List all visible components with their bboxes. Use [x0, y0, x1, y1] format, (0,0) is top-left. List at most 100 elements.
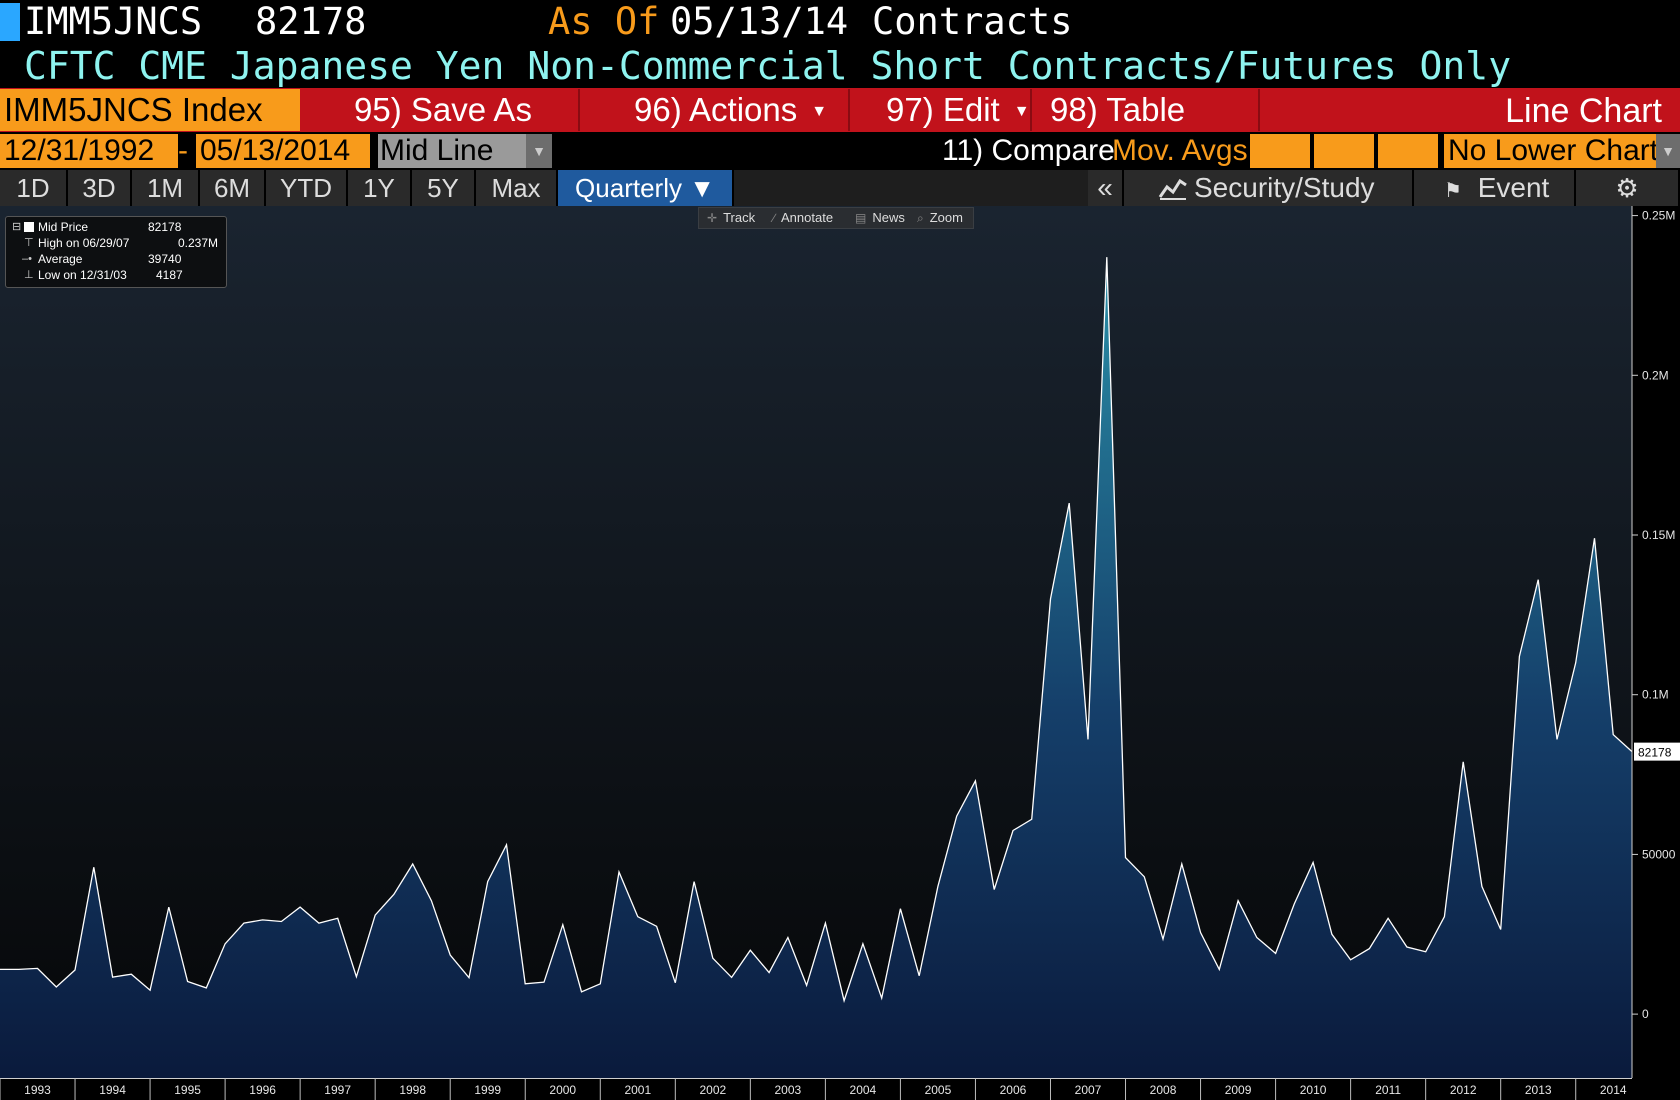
x-tick-label: 2009 [1225, 1083, 1252, 1097]
data-point [1593, 537, 1596, 540]
start-date-field[interactable]: 12/31/1992 [0, 134, 178, 168]
mov-avg-field[interactable] [1250, 134, 1310, 168]
security-study-button[interactable]: Security/Study [1124, 170, 1414, 206]
y-tick-label: 0 [1642, 1007, 1649, 1021]
data-point [411, 863, 414, 866]
period-6m[interactable]: 6M [200, 170, 266, 206]
compare-button[interactable]: 11) Compare [942, 134, 1115, 167]
legend-low-value: 4187 [156, 268, 183, 282]
chevron-down-icon: ▼ [1013, 103, 1030, 121]
cursor-block [0, 3, 20, 41]
x-tick-label: 2003 [775, 1083, 802, 1097]
data-point [1049, 597, 1052, 600]
period-3d[interactable]: 3D [68, 170, 132, 206]
data-point [224, 942, 227, 945]
save-as-button[interactable]: 95) Save As [302, 89, 580, 131]
table-button[interactable]: 98) Table [1032, 89, 1260, 131]
index-field[interactable]: IMM5JNCS Index [0, 89, 300, 131]
legend-high-label: High on 06/29/07 [38, 236, 130, 250]
as-of-label: As Of [548, 0, 660, 43]
data-point [730, 976, 733, 979]
track-tool[interactable]: ✛ Track [707, 208, 755, 228]
chart-tools: ✛ Track ∕ Annotate ▤ News ⌕ Zoom [698, 207, 974, 229]
collapse-button[interactable]: « [1088, 170, 1124, 206]
description-bar: CFTC CME Japanese Yen Non-Commercial Sho… [0, 44, 1680, 88]
period-ytd[interactable]: YTD [266, 170, 348, 206]
x-tick-label: 2010 [1300, 1083, 1327, 1097]
period-1y[interactable]: 1Y [348, 170, 412, 206]
chart-icon [1158, 178, 1187, 200]
date-separator: - [178, 134, 188, 167]
data-point [1405, 946, 1408, 949]
data-point [449, 954, 452, 957]
zoom-tool[interactable]: ⌕ Zoom [917, 208, 963, 228]
chevron-down-icon: ▼ [811, 103, 828, 121]
period-bar: 1D 3D 1M 6M YTD 1Y 5Y Max Quarterly ▼ « … [0, 170, 1680, 206]
data-point [1068, 502, 1071, 505]
last-value: 82178 [255, 0, 367, 43]
mov-avg-field[interactable] [1314, 134, 1374, 168]
data-point [1368, 947, 1371, 950]
chart-plot[interactable]: 0 50000 0.1M 0.15M 0.2M 0.25M 82178 1993 1994 19… [0, 206, 1680, 1100]
frequency-select[interactable]: Quarterly ▼ [558, 170, 734, 206]
data-point [974, 779, 977, 782]
end-date-field[interactable]: 05/13/2014 [196, 134, 370, 168]
data-point [768, 971, 771, 974]
data-point [374, 914, 377, 917]
period-1d[interactable]: 1D [0, 170, 68, 206]
data-point [1462, 760, 1465, 763]
gear-icon[interactable]: ⚙ [1576, 170, 1680, 206]
data-point [17, 968, 20, 971]
data-point [824, 922, 827, 925]
mov-avg-field[interactable] [1378, 134, 1438, 168]
period-max[interactable]: Max [476, 170, 558, 206]
function-toolbar: IMM5JNCS Index 95) Save As 96) Actions ▼ … [0, 88, 1680, 132]
x-tick-label: 1998 [399, 1083, 426, 1097]
data-point [543, 981, 546, 984]
data-point [74, 969, 77, 972]
edit-menu[interactable]: 97) Edit ▼ [850, 89, 1032, 131]
data-point [1312, 861, 1315, 864]
chevron-down-icon[interactable]: ▼ [526, 134, 552, 168]
data-point [430, 899, 433, 902]
data-point [674, 981, 677, 984]
series-swatch [24, 222, 34, 232]
data-point [186, 980, 189, 983]
data-point [561, 923, 564, 926]
line-mode-select[interactable]: Mid Line [378, 134, 526, 168]
period-5y[interactable]: 5Y [412, 170, 476, 206]
news-label: News [872, 210, 905, 225]
actions-menu[interactable]: 96) Actions ▼ [580, 89, 850, 131]
data-point [636, 915, 639, 918]
data-point [1274, 952, 1277, 955]
event-button[interactable]: ⚑ Event [1414, 170, 1576, 206]
data-point [1612, 733, 1615, 736]
data-point [1237, 899, 1240, 902]
chevron-down-icon[interactable]: ▼ [1656, 134, 1680, 168]
mov-avgs-label[interactable]: Mov. Avgs [1112, 134, 1248, 167]
magnifier-icon: ⌕ [917, 211, 924, 225]
data-point [1480, 885, 1483, 888]
x-axis-band [0, 1078, 1632, 1100]
data-point [317, 922, 320, 925]
data-point [786, 936, 789, 939]
news-tool[interactable]: ▤ News [855, 208, 905, 228]
period-1m[interactable]: 1M [132, 170, 200, 206]
data-point [355, 975, 358, 978]
data-point [861, 942, 864, 945]
data-point [936, 885, 939, 888]
data-point [1012, 829, 1015, 832]
data-point [149, 989, 152, 992]
annotate-tool[interactable]: ∕ Annotate [773, 208, 833, 228]
edit-label: 97) Edit [886, 91, 1000, 128]
event-label: Event [1477, 172, 1550, 203]
news-icon: ▤ [855, 211, 867, 225]
header-bar: IMM5JNCS 82178 As Of 05/13/14 Contracts [0, 0, 1680, 44]
data-point [805, 984, 808, 987]
data-point [599, 982, 602, 985]
data-point [468, 976, 471, 979]
table-label: 98) Table [1050, 91, 1186, 128]
data-point [167, 906, 170, 909]
data-point [880, 997, 883, 1000]
lower-chart-select[interactable]: No Lower Chart [1444, 134, 1656, 168]
